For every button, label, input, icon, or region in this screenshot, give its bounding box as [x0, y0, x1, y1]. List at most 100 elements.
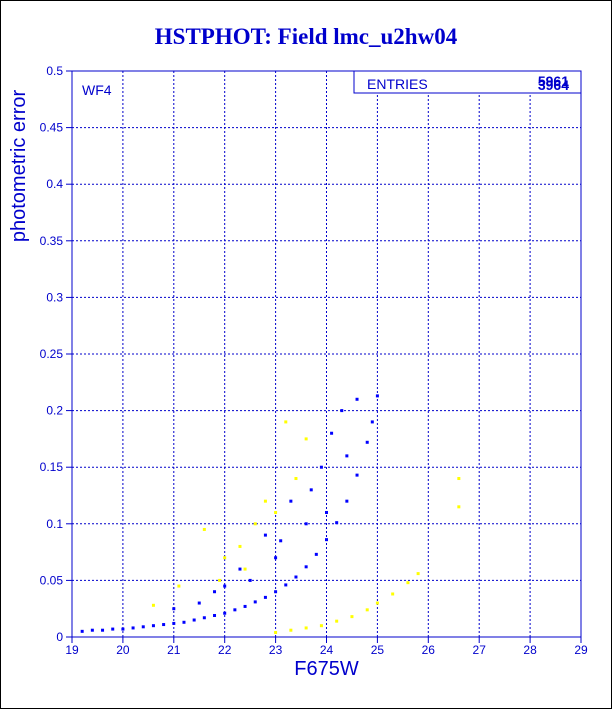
data-point [345, 499, 349, 503]
stats-value: 5961 [538, 73, 569, 89]
data-point [304, 522, 308, 526]
data-point [365, 440, 369, 444]
data-points [80, 394, 461, 634]
data-point [223, 584, 227, 588]
data-point [294, 575, 298, 579]
data-point [213, 590, 217, 594]
data-point [345, 454, 349, 458]
y-tick-label: 0.25 [40, 347, 64, 361]
data-point [223, 611, 227, 615]
data-point [294, 477, 298, 481]
x-tick-label: 19 [65, 643, 79, 657]
y-tick-label: 0.15 [40, 460, 64, 474]
data-point [416, 572, 420, 576]
data-point [274, 630, 278, 634]
data-point [457, 477, 461, 481]
grid [71, 70, 582, 638]
data-point [172, 621, 176, 625]
data-point [284, 583, 288, 587]
data-point [141, 625, 145, 629]
data-point [243, 604, 247, 608]
data-point [90, 628, 94, 632]
data-point [182, 620, 186, 624]
data-point [274, 510, 278, 514]
panel-label: WF4 [82, 82, 112, 98]
data-point [457, 505, 461, 509]
x-tick-label: 20 [116, 643, 130, 657]
data-point [309, 488, 313, 492]
stats-value: 3964 [538, 77, 569, 93]
data-point [121, 627, 125, 631]
data-point [314, 552, 318, 556]
data-point [238, 544, 242, 548]
data-point [375, 601, 379, 605]
data-point [233, 608, 237, 612]
data-point [391, 592, 395, 596]
data-point [80, 629, 84, 633]
data-point [375, 394, 379, 398]
data-point [218, 578, 222, 582]
data-point [274, 556, 278, 560]
data-point [238, 567, 242, 571]
data-point [355, 473, 359, 477]
data-point [263, 499, 267, 503]
x-tick-label: 26 [422, 643, 436, 657]
x-tick-label: 24 [320, 643, 334, 657]
x-tick-label: 25 [371, 643, 385, 657]
data-point [111, 627, 115, 631]
y-tick-label: 0 [56, 630, 63, 644]
data-point [335, 619, 339, 623]
data-point [248, 578, 252, 582]
data-point [370, 420, 374, 424]
y-tick-label: 0.1 [46, 517, 63, 531]
y-tick-label: 0.2 [46, 404, 63, 418]
x-tick-label: 21 [167, 643, 181, 657]
data-point [151, 624, 155, 628]
data-point [151, 603, 155, 607]
data-point [325, 510, 328, 514]
data-point [304, 626, 308, 630]
x-tick-label: 27 [473, 643, 487, 657]
data-point [340, 409, 344, 413]
y-tick-label: 0.05 [40, 573, 64, 587]
data-point [325, 538, 328, 542]
x-axis-label: F675W [294, 658, 359, 680]
data-point [192, 618, 196, 622]
data-point [284, 420, 288, 424]
data-point [253, 522, 257, 526]
x-tick-label: 28 [523, 643, 537, 657]
y-tick-label: 0.35 [40, 234, 64, 248]
data-point [279, 539, 283, 543]
data-point [243, 567, 247, 571]
stats-label: ENTRIES [367, 76, 428, 92]
data-point [304, 437, 308, 441]
data-point [355, 397, 359, 401]
data-point [289, 628, 293, 632]
y-axis-label: photometric error [8, 90, 30, 243]
y-tick-label: 0.45 [40, 121, 64, 135]
data-point [197, 601, 201, 605]
data-point [263, 533, 267, 537]
data-point [319, 465, 323, 469]
data-point [330, 431, 334, 435]
data-point [406, 581, 410, 585]
data-point [202, 527, 206, 531]
data-point [172, 607, 176, 611]
data-point [289, 499, 293, 503]
axis-ticks: 19 20 21 22 23 24 25 26 27 28 29 0 0.05 0.1 0.15 0.2 0.2… [40, 64, 588, 657]
chart-title: HSTPHOT: Field lmc_u2hw04 [154, 24, 458, 49]
data-point [223, 556, 227, 560]
data-point [335, 521, 339, 525]
y-tick-label: 0.5 [46, 64, 63, 78]
data-point [263, 595, 267, 599]
stats-box: ENTRIES 5961 3964 [353, 70, 582, 94]
data-point [131, 626, 135, 630]
data-point [213, 613, 217, 617]
data-point [101, 628, 105, 632]
data-point [304, 565, 308, 569]
data-point [365, 608, 369, 612]
y-tick-label: 0.3 [46, 290, 63, 304]
data-point [319, 624, 323, 628]
data-point [177, 584, 181, 588]
